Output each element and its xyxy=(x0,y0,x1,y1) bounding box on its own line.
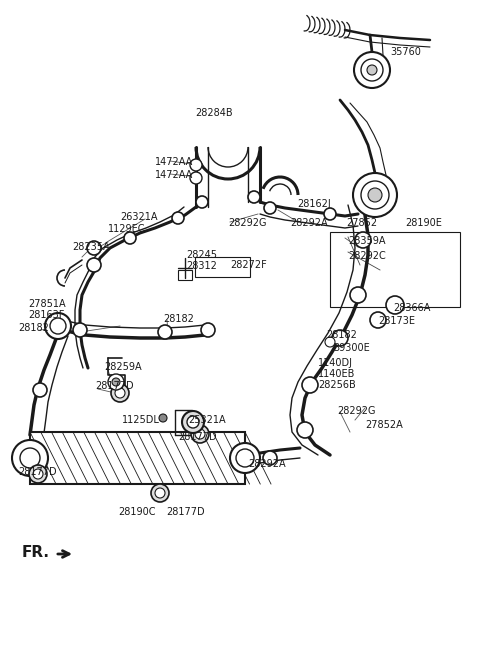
Text: 27852: 27852 xyxy=(346,218,377,228)
Circle shape xyxy=(201,323,215,337)
Circle shape xyxy=(370,312,386,328)
Text: 27852A: 27852A xyxy=(365,420,403,430)
Text: 28182: 28182 xyxy=(326,330,357,340)
Circle shape xyxy=(50,318,66,334)
Bar xyxy=(330,232,460,307)
Text: 1140DJ: 1140DJ xyxy=(318,358,353,368)
Text: 28284B: 28284B xyxy=(195,108,233,118)
Circle shape xyxy=(182,411,204,433)
Circle shape xyxy=(151,484,169,502)
Text: 28177D: 28177D xyxy=(178,432,216,442)
Text: 1472AA: 1472AA xyxy=(155,170,193,180)
Text: 28292A: 28292A xyxy=(290,218,328,228)
Text: 28259A: 28259A xyxy=(104,362,142,372)
Text: 28163F: 28163F xyxy=(28,310,64,320)
Circle shape xyxy=(248,191,260,203)
Text: 27851A: 27851A xyxy=(28,299,66,309)
Circle shape xyxy=(158,325,172,339)
Text: 28312: 28312 xyxy=(186,261,217,271)
Text: 28366A: 28366A xyxy=(393,303,431,313)
Text: 1129EC: 1129EC xyxy=(108,224,145,234)
Text: 28292G: 28292G xyxy=(337,406,375,416)
Circle shape xyxy=(350,287,366,303)
Circle shape xyxy=(325,337,335,347)
Circle shape xyxy=(155,488,165,498)
Circle shape xyxy=(195,429,205,439)
Circle shape xyxy=(355,232,371,248)
Text: 28177D: 28177D xyxy=(18,467,57,477)
Circle shape xyxy=(236,449,254,467)
Circle shape xyxy=(230,443,260,473)
Text: 26321A: 26321A xyxy=(120,212,157,222)
Circle shape xyxy=(386,296,404,314)
Text: 28359A: 28359A xyxy=(348,236,385,246)
Circle shape xyxy=(191,425,209,443)
Text: 28177D: 28177D xyxy=(95,381,133,391)
Circle shape xyxy=(297,422,313,438)
Text: 28292G: 28292G xyxy=(228,218,266,228)
Circle shape xyxy=(190,172,202,184)
Text: 28272F: 28272F xyxy=(230,260,267,270)
Circle shape xyxy=(33,469,43,479)
Circle shape xyxy=(112,378,120,386)
Bar xyxy=(30,432,245,484)
Text: 28256B: 28256B xyxy=(318,380,356,390)
Text: 28177D: 28177D xyxy=(166,507,204,517)
Text: 1472AA: 1472AA xyxy=(155,157,193,167)
Circle shape xyxy=(87,258,101,272)
Circle shape xyxy=(33,383,47,397)
Circle shape xyxy=(332,330,348,346)
Circle shape xyxy=(124,232,136,244)
Text: 25321A: 25321A xyxy=(188,415,226,425)
Text: 28182: 28182 xyxy=(18,323,49,333)
Text: 28245: 28245 xyxy=(186,250,217,260)
Circle shape xyxy=(367,65,377,75)
Text: 28162J: 28162J xyxy=(297,199,331,209)
Text: 39300E: 39300E xyxy=(333,343,370,353)
Text: 35760: 35760 xyxy=(390,47,421,57)
Circle shape xyxy=(29,465,47,483)
Text: 28190C: 28190C xyxy=(118,507,156,517)
Circle shape xyxy=(190,159,202,171)
Circle shape xyxy=(20,448,40,468)
Bar xyxy=(195,257,250,277)
Circle shape xyxy=(263,451,277,465)
Circle shape xyxy=(115,388,125,398)
Text: 1140EB: 1140EB xyxy=(318,369,355,379)
Circle shape xyxy=(12,440,48,476)
Circle shape xyxy=(45,313,71,339)
Circle shape xyxy=(187,416,199,428)
Circle shape xyxy=(361,59,383,81)
Text: 28292C: 28292C xyxy=(348,251,386,261)
Circle shape xyxy=(324,208,336,220)
Text: 28292A: 28292A xyxy=(248,459,286,469)
Circle shape xyxy=(368,188,382,202)
Circle shape xyxy=(111,384,129,402)
Bar xyxy=(178,270,192,280)
Text: 28235A: 28235A xyxy=(72,242,109,252)
Text: FR.: FR. xyxy=(22,545,50,560)
Text: 28190E: 28190E xyxy=(405,218,442,228)
Circle shape xyxy=(354,52,390,88)
Circle shape xyxy=(353,173,397,217)
Circle shape xyxy=(302,377,318,393)
Circle shape xyxy=(172,212,184,224)
Text: 28182: 28182 xyxy=(163,314,194,324)
Text: 28173E: 28173E xyxy=(378,316,415,326)
Circle shape xyxy=(73,323,87,337)
Text: 1125DL: 1125DL xyxy=(122,415,160,425)
Circle shape xyxy=(159,414,167,422)
Circle shape xyxy=(196,196,208,208)
Circle shape xyxy=(108,374,124,390)
Circle shape xyxy=(87,241,101,255)
Circle shape xyxy=(361,181,389,209)
Circle shape xyxy=(264,202,276,214)
